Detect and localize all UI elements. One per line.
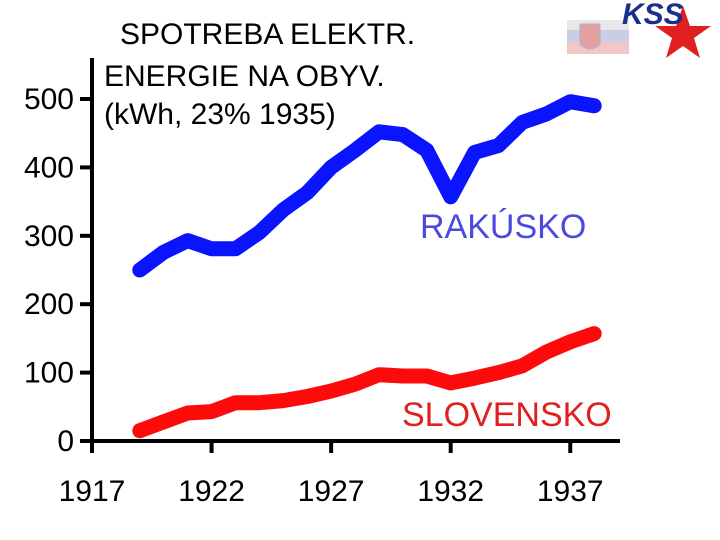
data-point [496,370,501,375]
data-point [281,398,286,403]
data-point [305,190,310,195]
x-tick-label: 1937 [537,475,604,508]
x-tick-label: 1927 [298,475,365,508]
data-point [233,246,238,251]
data-point [520,363,525,368]
chart-title: SPOTREBA ELEKTR. ENERGIE NA OBYV. (kWh, … [104,18,415,131]
data-point [424,148,429,153]
x-tick-label: 1932 [417,475,484,508]
series-lines [132,94,602,439]
data-point [257,230,262,235]
y-tick-label: 0 [57,425,74,458]
data-point [448,380,453,385]
data-point [233,400,238,405]
data-point [329,389,334,394]
series-line-0 [132,94,602,278]
data-point [305,394,310,399]
chart-title-line-1: SPOTREBA ELEKTR. [120,18,415,51]
x-tick-label: 1917 [59,475,126,508]
x-ticks: 1917 1922 1927 1932 1937 [59,441,604,508]
data-point [161,250,166,255]
data-point [161,419,166,424]
chart-title-line-2: ENERGIE NA OBYV. [104,60,385,93]
data-point [137,268,142,272]
data-point [400,374,405,379]
logo-shield-icon [579,23,601,50]
data-point [400,132,405,137]
logo-star-icon [655,6,711,58]
data-point [496,143,501,148]
y-tick-label: 200 [24,288,74,321]
data-point [568,99,573,104]
data-point [353,148,358,153]
data-point [472,150,477,155]
y-tick-label: 500 [24,83,74,116]
data-point [544,350,549,355]
data-point [472,376,477,381]
series-label-slovensko: SLOVENSKO [402,396,612,434]
y-tick-label: 400 [24,151,74,184]
logo: KSS [567,0,711,58]
data-point [185,238,190,243]
data-point [257,400,262,405]
data-point [281,207,286,212]
data-point [185,410,190,415]
data-point [329,165,334,170]
chart-title-line-3: (kWh, 23% 1935) [104,98,336,131]
series-line-1 [132,326,602,439]
x-tick-label: 1922 [178,475,245,508]
y-tick-label: 100 [24,357,74,390]
y-tick-label: 300 [24,220,74,253]
data-point [376,129,381,134]
data-point [209,409,214,414]
data-point [353,382,358,387]
logo-text: KSS [622,0,684,31]
series-label-rakusko: RAKÚSKO [420,208,586,246]
data-point [376,372,381,377]
data-point [544,112,549,117]
data-point [209,246,214,251]
y-ticks: 0 100 200 300 400 500 [24,83,92,458]
data-point [448,194,453,199]
data-point [520,120,525,125]
data-point [424,374,429,379]
data-point [592,103,597,108]
data-point [568,339,573,344]
data-point [592,331,597,336]
data-point [137,428,142,433]
